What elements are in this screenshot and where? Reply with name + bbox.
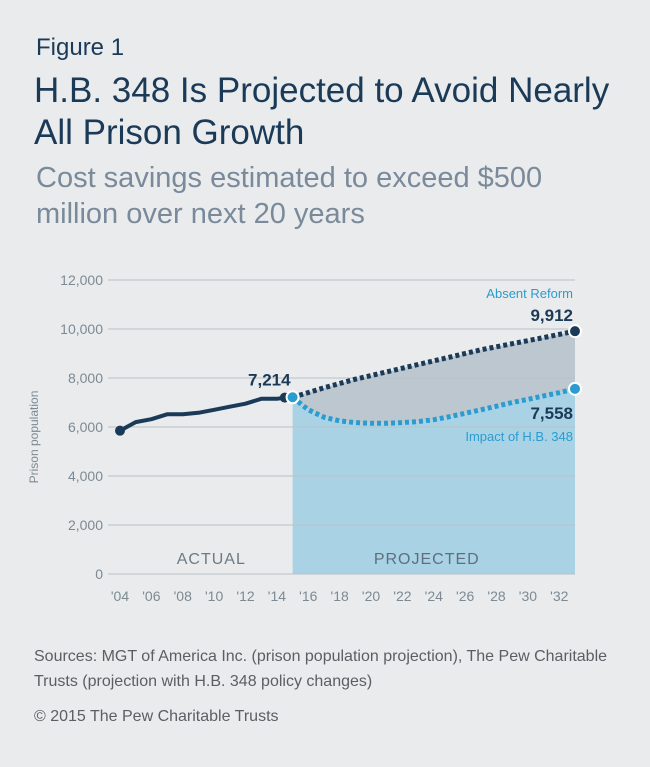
x-tick-label: '06 bbox=[142, 588, 160, 604]
chart-subtitle: Cost savings estimated to exceed $500 mi… bbox=[36, 162, 543, 230]
x-tick-label: '22 bbox=[393, 588, 411, 604]
x-tick-label: '10 bbox=[205, 588, 223, 604]
absent-reform-series-line bbox=[291, 328, 576, 400]
projected-area bbox=[292, 388, 575, 574]
actual-series-line bbox=[118, 395, 287, 433]
copyright: © 2015 The Pew Charitable Trusts bbox=[34, 708, 279, 725]
y-tick-label: 0 bbox=[95, 566, 103, 582]
start-value-label: 7,214 bbox=[248, 370, 291, 389]
absent-reform-label: Absent Reform bbox=[486, 286, 573, 301]
x-tick-label: '04 bbox=[111, 588, 129, 604]
prison-population-chart: 0 2,000 4,000 6,000 8,000 10,000 12,000 '04 '06 '… bbox=[27, 272, 582, 604]
y-tick-label: 8,000 bbox=[68, 370, 103, 386]
projection-start-marker bbox=[285, 390, 300, 405]
y-tick-label: 6,000 bbox=[68, 419, 103, 435]
x-tick-label: '28 bbox=[487, 588, 505, 604]
x-tick-label: '16 bbox=[299, 588, 317, 604]
y-tick-label: 10,000 bbox=[60, 321, 103, 337]
impact-label: Impact of H.B. 348 bbox=[465, 429, 573, 444]
x-tick-label: '08 bbox=[174, 588, 192, 604]
x-tick-label: '24 bbox=[425, 588, 443, 604]
x-tick-label: '26 bbox=[456, 588, 474, 604]
x-tick-label: '12 bbox=[236, 588, 254, 604]
x-tick-label: '20 bbox=[362, 588, 380, 604]
x-tick-label: '32 bbox=[550, 588, 568, 604]
x-tick-label: '18 bbox=[331, 588, 349, 604]
projected-region-label: PROJECTED bbox=[374, 551, 480, 568]
actual-region-label: ACTUAL bbox=[177, 551, 246, 568]
y-tick-label: 12,000 bbox=[60, 272, 103, 288]
y-axis-label: Prison population bbox=[27, 391, 41, 484]
absent-reform-end-value: 9,912 bbox=[530, 306, 573, 325]
actual-start-marker bbox=[115, 425, 125, 436]
chart-title: H.B. 348 Is Projected to Avoid Nearly Al… bbox=[34, 71, 610, 152]
y-tick-label: 4,000 bbox=[68, 468, 103, 484]
impact-end-value: 7,558 bbox=[530, 404, 573, 423]
figure-label: Figure 1 bbox=[36, 34, 125, 61]
savings-gap-area bbox=[292, 331, 575, 424]
x-tick-label: '14 bbox=[268, 588, 286, 604]
sources-note: Sources: MGT of America Inc. (prison pop… bbox=[34, 648, 608, 690]
absent-reform-end-marker bbox=[568, 324, 582, 339]
y-tick-label: 2,000 bbox=[68, 517, 103, 533]
x-tick-label: '30 bbox=[519, 588, 537, 604]
impact-series-line bbox=[291, 386, 576, 426]
impact-end-marker bbox=[568, 381, 582, 396]
